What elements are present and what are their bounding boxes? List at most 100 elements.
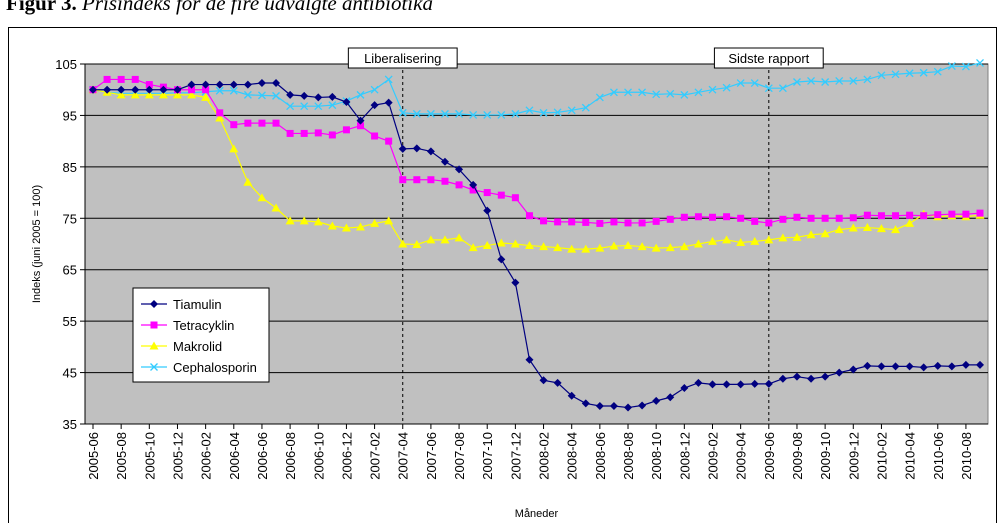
data-point (342, 98, 351, 107)
data-point (441, 109, 449, 118)
annotation-box (347, 47, 458, 69)
data-point (876, 224, 886, 233)
data-point (891, 70, 900, 79)
legend-item: Tetracyklin (141, 318, 234, 333)
data-point (778, 374, 787, 383)
data-point (722, 380, 731, 389)
data-point (103, 75, 111, 83)
x-tick-label: 2006-08 (283, 432, 298, 480)
data-point (483, 206, 492, 215)
data-point (244, 119, 252, 127)
annotation-label: Sidste rapport (728, 51, 809, 66)
marker-stroke (919, 68, 928, 77)
data-point (300, 91, 309, 100)
marker-stroke (483, 110, 492, 119)
data-point (257, 91, 266, 100)
marker-stroke (356, 90, 365, 99)
data-point (680, 213, 688, 221)
data-point (469, 186, 477, 194)
x-tick-label: 2005-12 (170, 432, 185, 480)
data-point (821, 372, 830, 381)
data-point (131, 75, 139, 83)
data-point (215, 113, 225, 122)
data-point (454, 233, 464, 242)
x-tick-label: 2008-04 (565, 432, 580, 480)
marker-stroke (947, 62, 956, 71)
data-point (666, 89, 675, 98)
data-point (327, 221, 337, 230)
data-point (356, 116, 365, 125)
marker-stroke (286, 102, 295, 111)
data-point (792, 372, 801, 381)
data-point (539, 108, 548, 117)
data-point (426, 235, 436, 244)
x-tick-label: 2007-08 (452, 432, 467, 480)
data-point (117, 85, 126, 94)
x-tick-label: 2006-12 (339, 432, 354, 480)
data-point (384, 98, 393, 107)
data-point (919, 68, 928, 77)
data-point (370, 218, 380, 227)
data-point (510, 239, 520, 248)
data-point (215, 86, 224, 95)
marker-stroke (750, 79, 759, 87)
data-point (581, 399, 590, 408)
legend-item: Makrolid (141, 339, 222, 354)
legend-marker (150, 300, 158, 308)
data-point (117, 75, 125, 83)
data-point (807, 374, 816, 383)
data-point (483, 110, 492, 119)
marker-stroke (638, 88, 647, 97)
data-point (398, 144, 407, 153)
data-point (708, 213, 716, 221)
data-point (145, 81, 153, 89)
data-point (665, 243, 675, 252)
data-point (328, 131, 336, 139)
marker-stroke (243, 90, 252, 99)
x-tick-label: 2010-06 (931, 432, 946, 480)
y-axis-ticks: 35 45 55 65 75 85 95 105 (55, 57, 988, 432)
data-point (905, 218, 915, 227)
data-point (412, 144, 421, 153)
data-point (427, 176, 435, 184)
data-point (962, 210, 970, 218)
data-point (299, 216, 309, 225)
legend-label: Tiamulin (173, 297, 222, 312)
data-point (961, 62, 970, 71)
data-point (906, 211, 914, 219)
data-point (877, 71, 886, 80)
data-point (540, 217, 548, 225)
data-point (116, 90, 126, 99)
data-point (469, 110, 478, 119)
y-tick-label: 75 (63, 211, 77, 226)
data-point (398, 239, 408, 248)
marker-stroke (370, 85, 379, 94)
x-tick-label: 2008-02 (537, 432, 552, 480)
data-point (89, 85, 97, 94)
data-point (596, 219, 604, 227)
data-point (341, 223, 351, 232)
data-point (202, 86, 210, 94)
figure-title: Prisindeks for de fire udvalgte antibiot… (76, 0, 433, 15)
marker-stroke (863, 75, 872, 84)
marker-stroke (539, 108, 548, 117)
data-point (806, 230, 816, 239)
data-point (314, 93, 323, 102)
data-point (511, 109, 520, 118)
data-point (750, 379, 759, 388)
legend-label: Cephalosporin (173, 360, 257, 375)
data-point (793, 78, 801, 86)
marker-stroke (257, 91, 266, 100)
data-point (694, 88, 703, 97)
data-point (243, 90, 252, 99)
data-point (877, 362, 886, 371)
marker-stroke (553, 108, 562, 117)
data-point (145, 85, 154, 94)
data-point (440, 157, 449, 166)
data-point (539, 376, 548, 385)
legend-item: Tiamulin (141, 297, 222, 312)
data-point (849, 365, 858, 374)
data-point (947, 62, 956, 71)
data-point (272, 79, 281, 88)
series-tiamulin (89, 79, 984, 412)
